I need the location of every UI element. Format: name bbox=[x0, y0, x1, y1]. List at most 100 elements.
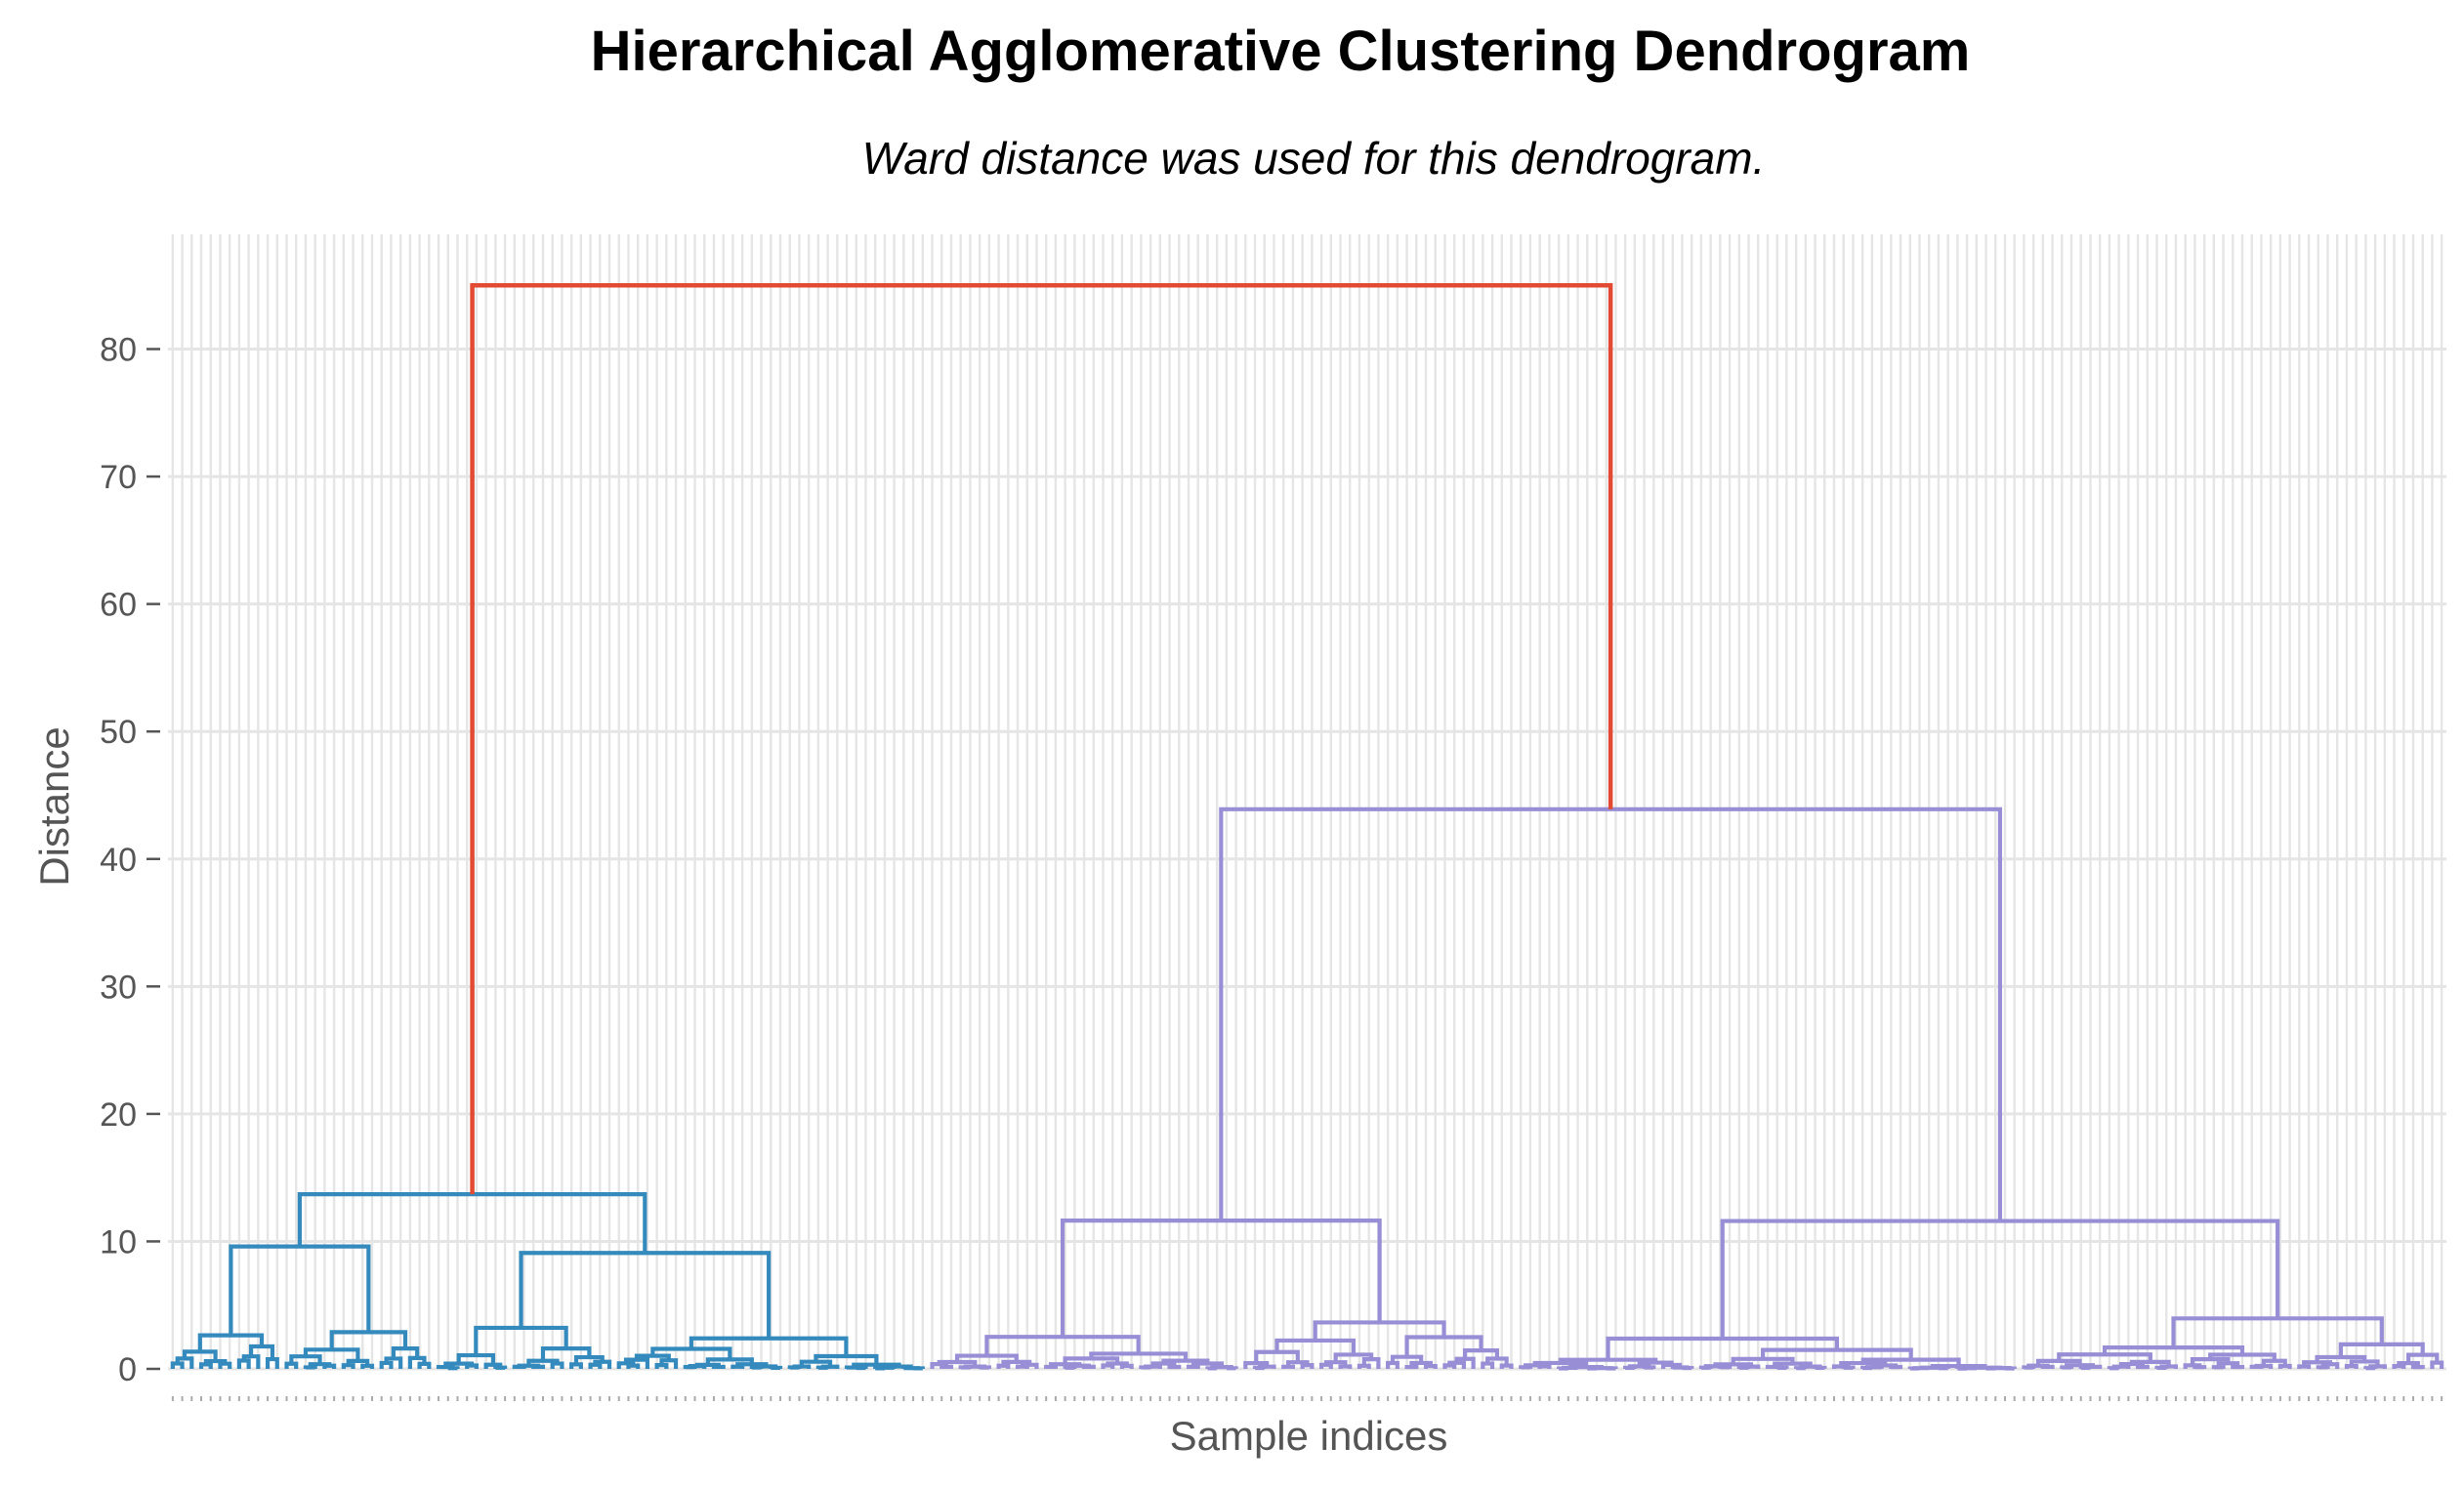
dendrogram-link bbox=[265, 1356, 279, 1369]
dendrogram-link bbox=[540, 1346, 592, 1361]
dendrogram-link bbox=[1936, 1366, 1950, 1371]
dendrogram-link bbox=[1252, 1365, 1267, 1371]
dendrogram-link bbox=[769, 1365, 783, 1371]
dendrogram-link bbox=[1167, 1364, 1182, 1370]
dendrogram-link bbox=[2410, 1364, 2425, 1370]
dendrogram-link bbox=[2406, 1352, 2440, 1364]
dendrogram-link bbox=[1300, 1363, 1315, 1369]
dendrogram-link bbox=[519, 1251, 772, 1339]
dendrogram-link bbox=[360, 1363, 375, 1369]
dendrogram-link bbox=[170, 1361, 185, 1369]
dendrogram-link bbox=[1485, 1356, 1509, 1366]
dendrogram-link bbox=[1044, 1364, 1058, 1370]
dendrogram-link bbox=[1519, 1365, 1533, 1370]
dendrogram-link bbox=[379, 1360, 394, 1369]
dendrogram-link bbox=[1254, 1349, 1300, 1364]
dendrogram-link bbox=[1060, 1219, 1382, 1338]
dendrogram-link bbox=[2193, 1365, 2207, 1370]
dendrogram-link bbox=[854, 1365, 868, 1371]
dendrogram-link bbox=[1390, 1354, 1424, 1363]
dendrogram-link bbox=[1186, 1364, 1200, 1369]
dendrogram-link bbox=[384, 1356, 403, 1369]
dendrogram-link bbox=[456, 1352, 496, 1365]
dendrogram-link bbox=[2231, 1364, 2245, 1370]
dendrogram-link bbox=[493, 1365, 508, 1370]
dendrogram-link bbox=[1499, 1363, 1514, 1369]
chart-subtitle: Ward distance was used for this dendrogr… bbox=[862, 133, 1766, 184]
y-tick-label: 80 bbox=[100, 332, 137, 369]
dendrogram-link bbox=[1761, 1347, 1913, 1360]
dendrogram-link bbox=[814, 1353, 879, 1365]
dendrogram-link bbox=[711, 1364, 726, 1370]
dendrogram-link bbox=[1205, 1366, 1220, 1371]
dendrogram-link bbox=[322, 1363, 337, 1369]
y-axis: 0 10 20 30 40 50 60 70 80 bbox=[100, 332, 160, 1388]
dendrogram-link bbox=[1442, 1363, 1457, 1369]
dendrogram-link bbox=[626, 1363, 641, 1369]
dendrogram-link bbox=[346, 1358, 370, 1366]
dendrogram-link bbox=[2102, 1345, 2245, 1355]
dendrogram-link bbox=[650, 1346, 732, 1360]
dendrogram-link bbox=[391, 1346, 420, 1359]
dendrogram-links bbox=[170, 282, 2444, 1371]
dendrogram-link bbox=[1623, 1365, 1637, 1370]
dendrogram-link bbox=[1720, 1219, 2280, 1339]
dendrogram-link bbox=[2277, 1363, 2292, 1369]
dendrogram-link bbox=[954, 1353, 1019, 1362]
dendrogram-link bbox=[1224, 1366, 1238, 1371]
y-tick-label: 10 bbox=[100, 1223, 137, 1261]
dendrogram-link bbox=[1333, 1352, 1374, 1363]
dendrogram-link bbox=[588, 1362, 603, 1369]
dendrogram-link bbox=[512, 1364, 526, 1369]
dendrogram-link bbox=[1731, 1356, 1795, 1365]
dendrogram-link bbox=[1794, 1366, 1808, 1371]
y-axis-label: Distance bbox=[31, 726, 77, 886]
dendrogram-link bbox=[1718, 1365, 1733, 1370]
dendrogram-link bbox=[689, 1336, 849, 1356]
dendrogram-link bbox=[1775, 1365, 1789, 1370]
dendrogram-link bbox=[1606, 1336, 1839, 1360]
dendrogram-link bbox=[940, 1364, 954, 1370]
dendrogram-link bbox=[2249, 1364, 2264, 1369]
dendrogram-link bbox=[2430, 1360, 2444, 1369]
dendrogram-link bbox=[984, 1335, 1141, 1356]
dendrogram-link bbox=[241, 1354, 261, 1369]
dendrogram-link bbox=[1813, 1365, 1827, 1371]
dendrogram-link bbox=[407, 1355, 427, 1369]
y-tick-label: 40 bbox=[100, 842, 137, 879]
dendrogram-link bbox=[2261, 1358, 2287, 1366]
dendrogram-link bbox=[799, 1359, 833, 1367]
dendrogram-link bbox=[445, 1366, 460, 1371]
dendrogram-link bbox=[2060, 1365, 2074, 1370]
dendrogram-link bbox=[573, 1354, 605, 1365]
dendrogram-link bbox=[2154, 1365, 2169, 1371]
grid-layer bbox=[168, 234, 2446, 1371]
dendrogram-link bbox=[1313, 1320, 1446, 1341]
dendrogram-link bbox=[1274, 1338, 1356, 1355]
dendrogram-link bbox=[1585, 1366, 1600, 1371]
chart-title: Hierarchical Agglomerative Clustering De… bbox=[591, 20, 1971, 83]
dendrogram-link bbox=[2211, 1365, 2226, 1370]
dendrogram-link bbox=[289, 1354, 322, 1365]
dendrogram-link bbox=[1386, 1360, 1399, 1369]
dendrogram-link bbox=[1736, 1365, 1751, 1370]
dendrogram-link bbox=[303, 1365, 317, 1370]
dendrogram-link bbox=[2315, 1354, 2367, 1363]
dendrogram-link bbox=[1463, 1348, 1500, 1359]
dendrogram-link bbox=[2338, 1342, 2425, 1357]
dendrogram-link bbox=[1604, 1366, 1618, 1371]
x-axis-label: Sample indices bbox=[1170, 1413, 1448, 1459]
dendrogram-link bbox=[1404, 1335, 1483, 1357]
dendrogram-link bbox=[218, 1361, 232, 1369]
y-tick-label: 50 bbox=[100, 714, 137, 751]
dendrogram-link bbox=[2135, 1364, 2150, 1370]
dendrogram-link bbox=[1063, 1365, 1077, 1370]
dendrogram-link bbox=[731, 1364, 745, 1369]
dendrogram-link bbox=[1361, 1357, 1381, 1369]
dendrogram-link bbox=[910, 1366, 925, 1371]
y-tick-label: 0 bbox=[118, 1351, 137, 1388]
dendrogram-link bbox=[229, 1244, 371, 1336]
dendrogram-link bbox=[2363, 1366, 2378, 1371]
dendrogram-link bbox=[2035, 1358, 2082, 1366]
